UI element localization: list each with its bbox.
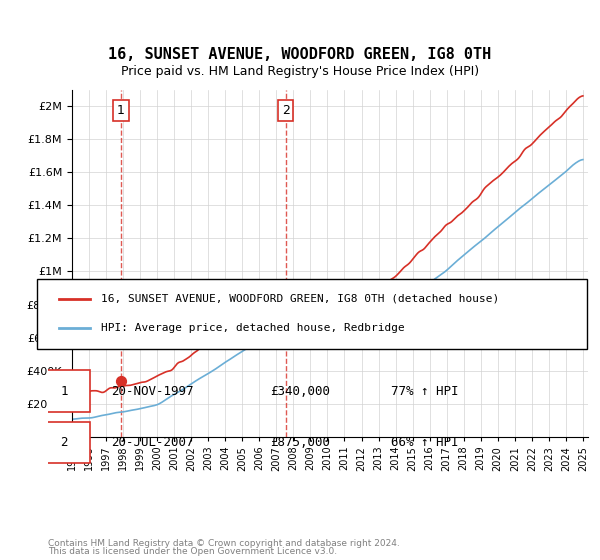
- Text: 77% ↑ HPI: 77% ↑ HPI: [391, 385, 459, 398]
- Text: 1: 1: [117, 104, 125, 117]
- Point: [281, 288, 290, 297]
- Text: Price paid vs. HM Land Registry's House Price Index (HPI): Price paid vs. HM Land Registry's House …: [121, 66, 479, 78]
- Text: Contains HM Land Registry data © Crown copyright and database right 2024.: Contains HM Land Registry data © Crown c…: [48, 539, 400, 548]
- Text: HPI: Average price, detached house, Redbridge: HPI: Average price, detached house, Redb…: [101, 323, 404, 333]
- FancyBboxPatch shape: [37, 422, 90, 463]
- Text: 1: 1: [60, 385, 68, 398]
- Text: 66% ↑ HPI: 66% ↑ HPI: [391, 436, 459, 449]
- Text: £340,000: £340,000: [270, 385, 330, 398]
- Text: 2: 2: [281, 104, 290, 117]
- Text: 2: 2: [60, 436, 68, 449]
- Text: 20-JUL-2007: 20-JUL-2007: [112, 436, 194, 449]
- Text: 16, SUNSET AVENUE, WOODFORD GREEN, IG8 0TH (detached house): 16, SUNSET AVENUE, WOODFORD GREEN, IG8 0…: [101, 294, 499, 304]
- Text: 16, SUNSET AVENUE, WOODFORD GREEN, IG8 0TH: 16, SUNSET AVENUE, WOODFORD GREEN, IG8 0…: [109, 46, 491, 62]
- Text: £875,000: £875,000: [270, 436, 330, 449]
- FancyBboxPatch shape: [37, 371, 90, 412]
- Text: 20-NOV-1997: 20-NOV-1997: [112, 385, 194, 398]
- Text: This data is licensed under the Open Government Licence v3.0.: This data is licensed under the Open Gov…: [48, 548, 337, 557]
- Point: [116, 376, 126, 385]
- FancyBboxPatch shape: [37, 279, 587, 348]
